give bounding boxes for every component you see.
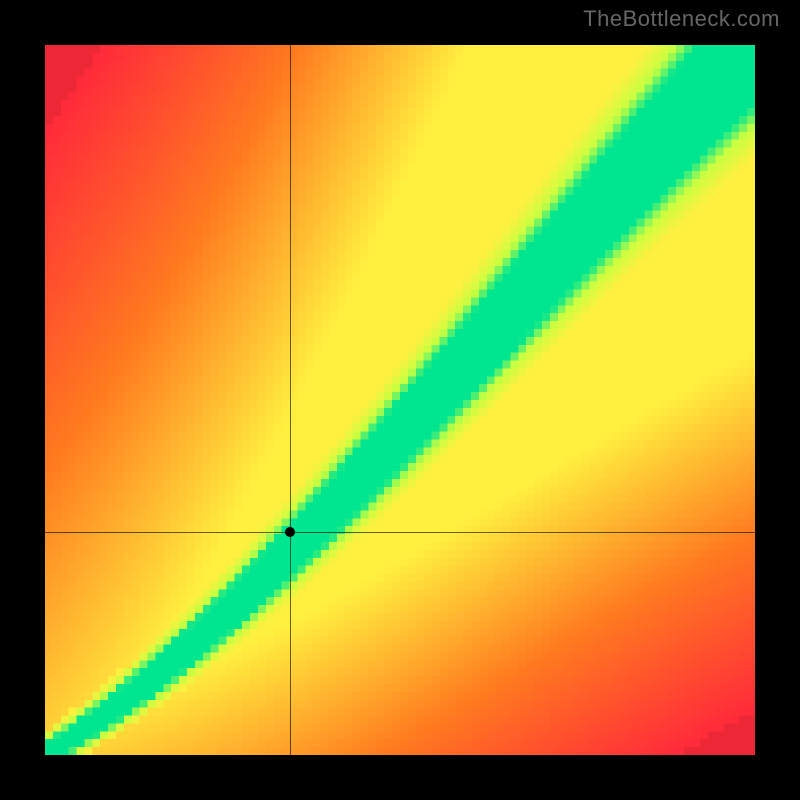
watermark-text: TheBottleneck.com (583, 6, 780, 32)
plot-area (45, 45, 755, 755)
heatmap-canvas (45, 45, 755, 755)
